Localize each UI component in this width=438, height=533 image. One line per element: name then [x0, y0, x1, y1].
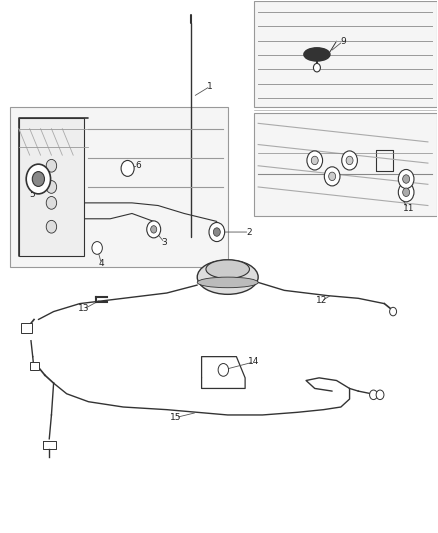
Ellipse shape — [304, 48, 330, 61]
Circle shape — [376, 390, 384, 400]
Circle shape — [26, 164, 50, 194]
Circle shape — [32, 172, 45, 187]
Circle shape — [346, 156, 353, 165]
Text: 10: 10 — [403, 185, 414, 194]
Text: 15: 15 — [170, 413, 181, 422]
Circle shape — [403, 175, 410, 183]
Circle shape — [151, 225, 157, 233]
Ellipse shape — [197, 277, 258, 288]
Bar — [254, 2, 437, 108]
Bar — [21, 323, 32, 333]
Circle shape — [209, 222, 225, 241]
Text: 3: 3 — [162, 238, 167, 247]
Bar — [19, 118, 84, 256]
Circle shape — [390, 308, 396, 316]
Circle shape — [46, 181, 57, 193]
Circle shape — [314, 63, 321, 72]
Circle shape — [307, 151, 322, 170]
Text: 11: 11 — [403, 204, 414, 213]
Circle shape — [46, 197, 57, 209]
Circle shape — [121, 160, 134, 176]
Text: 5: 5 — [29, 190, 35, 199]
Text: 6: 6 — [136, 161, 141, 170]
Text: 14: 14 — [248, 358, 259, 367]
Circle shape — [92, 241, 102, 254]
Bar — [10, 108, 228, 266]
Circle shape — [218, 364, 229, 376]
Circle shape — [398, 183, 414, 202]
Circle shape — [328, 172, 336, 181]
Circle shape — [213, 228, 220, 236]
Circle shape — [147, 221, 161, 238]
Ellipse shape — [197, 260, 258, 294]
Text: 4: 4 — [99, 260, 104, 268]
Circle shape — [403, 188, 410, 197]
Text: 13: 13 — [78, 304, 90, 313]
Text: 9: 9 — [340, 37, 346, 46]
Circle shape — [342, 151, 357, 170]
Circle shape — [324, 167, 340, 186]
Bar — [30, 362, 39, 370]
Circle shape — [311, 156, 318, 165]
Ellipse shape — [206, 260, 250, 278]
Text: 2: 2 — [247, 228, 252, 237]
Text: 12: 12 — [316, 296, 327, 305]
Circle shape — [46, 159, 57, 172]
Circle shape — [370, 390, 378, 400]
Circle shape — [398, 169, 414, 189]
Text: 1: 1 — [208, 82, 213, 91]
Bar — [254, 113, 437, 216]
Circle shape — [46, 220, 57, 233]
